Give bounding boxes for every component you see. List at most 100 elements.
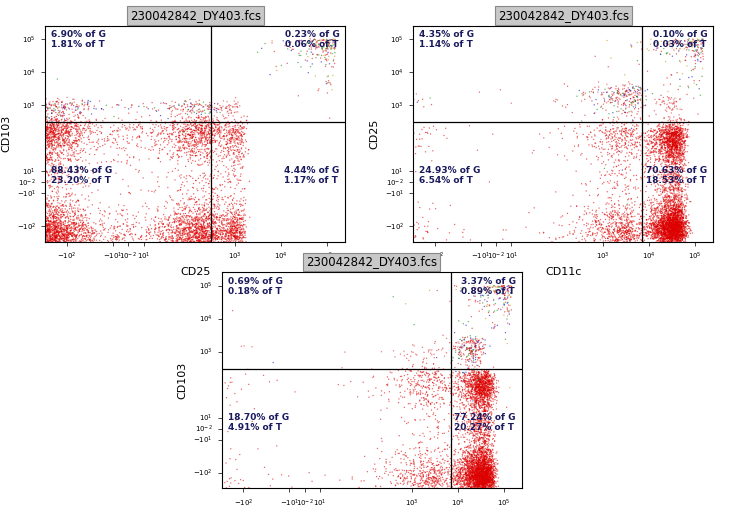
Point: [215, 227, 227, 235]
Point: [200, 214, 212, 223]
Point: [40, 223, 52, 231]
Point: [644, 234, 656, 242]
Point: [439, 380, 451, 389]
Point: [660, 234, 672, 243]
Point: [408, 470, 420, 479]
Point: [200, 214, 212, 223]
Point: [55, 225, 67, 233]
Point: [658, 184, 670, 192]
Point: [648, 219, 660, 228]
Point: [41, 235, 53, 243]
Point: [400, 354, 412, 362]
Point: [29, 104, 41, 113]
Point: [472, 455, 484, 464]
Point: [365, 114, 377, 122]
Point: [380, 98, 392, 106]
Point: [455, 445, 467, 453]
Point: [671, 200, 683, 208]
Point: [204, 123, 216, 132]
Point: [408, 457, 420, 466]
Point: [310, 42, 322, 50]
Point: [125, 103, 137, 112]
Point: [173, 231, 185, 239]
Point: [671, 200, 683, 209]
Point: [677, 214, 689, 222]
Point: [666, 129, 678, 137]
Point: [53, 96, 65, 104]
Point: [49, 225, 61, 233]
Point: [650, 227, 662, 235]
Point: [501, 403, 513, 411]
Point: [406, 487, 418, 495]
Point: [475, 338, 487, 346]
Point: [460, 368, 472, 376]
Point: [463, 463, 475, 471]
Point: [572, 141, 584, 149]
Point: [157, 485, 169, 493]
Point: [44, 134, 56, 142]
Point: [159, 238, 171, 247]
Point: [458, 465, 470, 473]
Point: [217, 173, 229, 181]
Point: [654, 207, 666, 215]
Point: [470, 393, 482, 401]
Point: [379, 234, 391, 242]
Point: [476, 468, 488, 476]
Point: [469, 462, 481, 470]
Point: [488, 420, 500, 428]
Point: [668, 205, 680, 213]
Point: [599, 233, 611, 241]
Point: [323, 42, 335, 50]
Point: [41, 233, 53, 241]
Point: [174, 117, 186, 125]
Point: [671, 184, 683, 192]
Point: [193, 126, 205, 135]
Point: [466, 463, 478, 471]
Point: [659, 174, 671, 182]
Point: [657, 197, 669, 205]
Point: [659, 217, 671, 226]
Point: [180, 227, 192, 235]
Point: [472, 469, 484, 478]
Point: [65, 122, 77, 131]
Point: [48, 243, 60, 251]
Point: [101, 157, 113, 166]
Point: [57, 135, 69, 143]
Point: [484, 455, 496, 464]
Point: [230, 121, 242, 130]
Point: [26, 193, 38, 201]
Point: [192, 205, 204, 213]
Point: [480, 458, 492, 466]
Point: [669, 210, 681, 218]
Point: [221, 228, 233, 236]
Point: [671, 232, 683, 240]
Point: [66, 229, 78, 237]
Point: [662, 224, 674, 232]
Point: [656, 234, 668, 243]
Point: [659, 231, 671, 240]
Point: [593, 142, 605, 150]
Point: [225, 205, 237, 213]
Point: [608, 113, 620, 121]
Point: [489, 384, 501, 392]
Point: [481, 440, 493, 448]
Point: [590, 206, 602, 214]
Point: [48, 226, 60, 234]
Point: [675, 217, 687, 226]
Point: [98, 223, 110, 231]
Point: [662, 134, 674, 142]
Point: [487, 472, 499, 480]
Point: [187, 131, 199, 139]
Point: [474, 401, 486, 410]
Point: [660, 127, 672, 136]
Point: [478, 475, 490, 484]
Point: [44, 226, 56, 234]
Point: [620, 124, 632, 133]
Point: [476, 383, 488, 392]
Point: [663, 223, 675, 231]
Point: [663, 134, 675, 142]
Point: [319, 39, 331, 47]
Point: [480, 448, 492, 456]
Point: [677, 213, 689, 222]
Point: [665, 219, 677, 228]
